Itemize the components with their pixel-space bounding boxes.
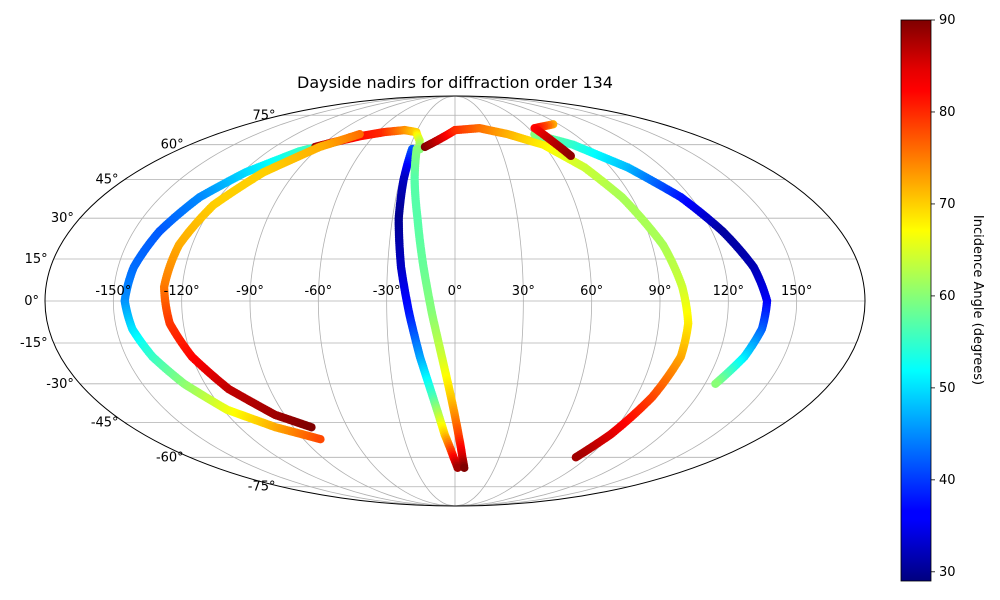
- longitude-tick-label: -60°: [304, 284, 332, 299]
- nadir-point: [307, 423, 316, 432]
- nadir-points: [120, 120, 772, 473]
- longitude-tick-label: -90°: [236, 284, 264, 299]
- track-2: [311, 125, 425, 154]
- latitude-tick-label: 45°: [96, 173, 119, 188]
- latitude-tick-label: -30°: [46, 377, 74, 392]
- track-8: [530, 120, 576, 161]
- nadir-point: [711, 379, 720, 389]
- nadir-point: [571, 453, 581, 462]
- latitude-tick-label: 60°: [161, 138, 184, 153]
- track-4: [394, 144, 462, 473]
- track-3: [159, 129, 364, 432]
- colorbar-tick-label: 30: [939, 565, 956, 580]
- latitude-tick-label: 75°: [252, 108, 275, 123]
- colorbar-tick-label: 50: [939, 381, 956, 396]
- colorbar-label: Incidence Angle (degrees): [970, 215, 985, 385]
- latitude-tick-label: 0°: [24, 294, 39, 309]
- track-5: [410, 144, 469, 473]
- colorbar-ticks: 90 80 70 60 50 40 30: [931, 13, 956, 580]
- longitude-tick-label: 0°: [448, 284, 463, 299]
- nadir-point: [316, 435, 325, 444]
- longitude-tick-label: 30°: [512, 284, 535, 299]
- latitude-tick-label: -15°: [20, 336, 48, 351]
- longitude-tick-label: -150°: [95, 284, 131, 299]
- track-7: [530, 129, 772, 389]
- longitude-labels: -150° -120° -90° -60° -30° 0° 30° 60° 90° 120° 150…: [95, 284, 812, 299]
- nadir-point: [460, 463, 469, 473]
- longitude-tick-label: -30°: [373, 284, 401, 299]
- colorbar-tick-label: 60: [939, 289, 956, 304]
- latitude-tick-label: 15°: [25, 252, 48, 267]
- colorbar-tick-label: 40: [939, 473, 956, 488]
- longitude-tick-label: 90°: [648, 284, 671, 299]
- latitude-tick-label: -45°: [91, 415, 119, 430]
- longitude-tick-label: 150°: [781, 284, 812, 299]
- colorbar-tick-label: 70: [939, 197, 956, 212]
- colorbar-tick-label: 90: [939, 13, 956, 28]
- colorbar-tick-label: 80: [939, 105, 956, 120]
- map-boundary: [44, 95, 866, 507]
- longitude-tick-label: 120°: [713, 284, 744, 299]
- longitude-tick-label: -120°: [164, 284, 200, 299]
- longitude-tick-label: 60°: [580, 284, 603, 299]
- nadir-point: [566, 151, 576, 161]
- chart-title: Dayside nadirs for diffraction order 134: [297, 73, 613, 92]
- colorbar: 90 80 70 60 50 40 30 Incidence Angle (degrees): [900, 13, 985, 582]
- latitude-tick-label: 30°: [51, 211, 74, 226]
- colorbar-gradient: [900, 19, 932, 582]
- latitude-labels: 75° 60° 45° 30° 15° 0° -15° -30° -45° -60° -75°: [20, 108, 276, 494]
- latitude-tick-label: -60°: [156, 450, 184, 465]
- latitude-tick-label: -75°: [248, 480, 276, 495]
